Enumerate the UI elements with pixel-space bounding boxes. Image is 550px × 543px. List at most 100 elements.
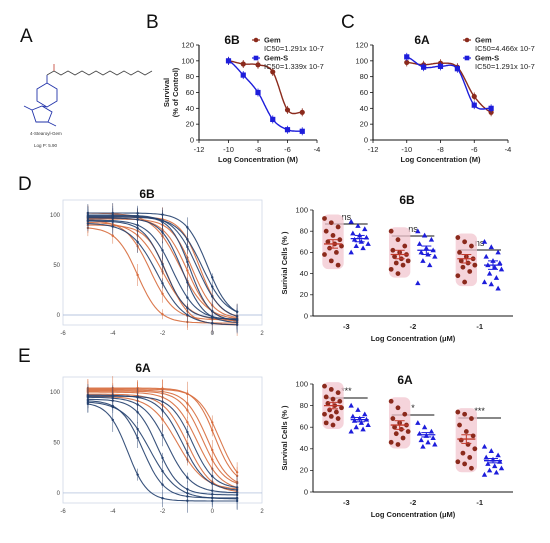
- data-point: [469, 465, 474, 471]
- ho-bond: [23, 105, 33, 111]
- red-point: [186, 392, 189, 396]
- data-point: [402, 243, 408, 249]
- x-tick-label: -4: [110, 509, 116, 515]
- x-tick-label: -12: [194, 145, 205, 154]
- blue-point: [186, 238, 189, 241]
- x-tick-label: -6: [471, 145, 478, 154]
- blue-point: [211, 295, 214, 298]
- data-point: [395, 237, 401, 243]
- molecule-name: 4-Stearoyl-Gem: [30, 131, 62, 136]
- data-point: [362, 226, 368, 232]
- blue-point: [111, 405, 114, 409]
- data-point: [405, 258, 411, 264]
- chart-e-left: 0 50 100 -6 -4 -2 0 2 6A: [50, 361, 264, 515]
- data-point: [404, 54, 410, 60]
- y-tick-label: 0: [57, 313, 61, 319]
- data-point: [458, 258, 464, 264]
- y-tick-label: 80: [300, 401, 308, 410]
- data-point: [365, 422, 371, 428]
- red-point: [211, 421, 214, 424]
- y-tick-label: 100: [355, 56, 368, 65]
- y-tick-label: 100: [181, 56, 194, 65]
- significance-label: ns: [408, 224, 418, 234]
- molecule-logp: Log P: 5.90: [34, 143, 58, 148]
- blue-point: [211, 285, 214, 288]
- legend-swatch-marker: [253, 37, 259, 43]
- data-point: [348, 218, 354, 224]
- data-point: [405, 429, 411, 434]
- series-line-gem-s: [406, 56, 492, 110]
- data-point: [457, 422, 462, 428]
- y-tick-label: 0: [304, 487, 308, 496]
- red-point: [161, 313, 164, 316]
- data-point: [339, 243, 344, 249]
- data-point: [255, 62, 261, 68]
- data-point: [486, 270, 493, 276]
- blue-point: [235, 497, 239, 501]
- blue-point: [186, 306, 189, 310]
- data-point: [432, 253, 438, 259]
- x-tick-label: -8: [255, 145, 262, 154]
- red-point: [111, 234, 114, 237]
- data-point: [498, 465, 505, 471]
- y-tick-label: 0: [57, 491, 61, 497]
- x-tick-label: -2: [410, 498, 417, 507]
- data-point: [355, 223, 361, 228]
- y-tick-label: 0: [304, 311, 308, 320]
- data-point: [483, 454, 489, 460]
- data-point: [415, 420, 421, 425]
- chart-title: 6B: [399, 193, 415, 207]
- f-bond: [47, 121, 57, 127]
- y-axis-label: Survival: [162, 78, 171, 107]
- y-tick-label: 60: [186, 88, 194, 97]
- chart-e-right: 0 20 40 60 80 100 Survival Cells (% ) Log Conce…: [280, 373, 513, 519]
- data-point: [328, 414, 334, 419]
- data-point: [428, 236, 435, 242]
- data-point: [418, 437, 424, 443]
- data-point: [353, 243, 359, 249]
- data-point: [355, 407, 361, 412]
- data-point: [421, 424, 428, 430]
- data-point: [415, 280, 421, 286]
- y-tick-label: 60: [300, 248, 308, 257]
- data-point: [472, 446, 478, 452]
- data-point: [486, 467, 493, 473]
- x-tick-label: -2: [160, 509, 166, 515]
- data-point: [350, 413, 356, 419]
- data-point: [481, 443, 488, 449]
- data-point: [421, 64, 427, 70]
- chart-title: 6B: [224, 33, 240, 47]
- data-point: [388, 439, 394, 445]
- x-tick-label: -6: [60, 331, 66, 337]
- significance-label: *: [411, 403, 415, 413]
- y-tick-label: 50: [53, 441, 60, 447]
- y-tick-label: 20: [300, 466, 308, 475]
- data-point: [416, 241, 423, 246]
- data-point: [485, 461, 491, 466]
- data-point: [330, 422, 336, 428]
- data-point: [348, 402, 354, 408]
- data-point: [360, 426, 366, 432]
- data-point: [420, 258, 426, 263]
- data-point: [455, 409, 461, 415]
- data-point: [400, 262, 406, 268]
- data-point: [455, 273, 461, 279]
- data-point: [462, 279, 468, 285]
- blue-point: [186, 226, 189, 229]
- data-point: [497, 458, 503, 464]
- data-point: [337, 398, 343, 404]
- blue-point: [186, 491, 189, 495]
- data-point: [437, 63, 444, 69]
- blue-point: [161, 469, 164, 473]
- data-point: [335, 262, 341, 268]
- molecule-structure: [23, 64, 153, 127]
- data-point: [492, 463, 498, 469]
- legend-swatch-marker: [464, 55, 470, 61]
- data-point: [284, 127, 291, 133]
- x-tick-label: -6: [60, 509, 66, 515]
- data-point: [388, 228, 394, 234]
- data-point: [348, 428, 354, 434]
- data-point: [325, 239, 331, 245]
- chart-title: 6A: [135, 361, 151, 375]
- y-tick-label: 80: [300, 227, 308, 236]
